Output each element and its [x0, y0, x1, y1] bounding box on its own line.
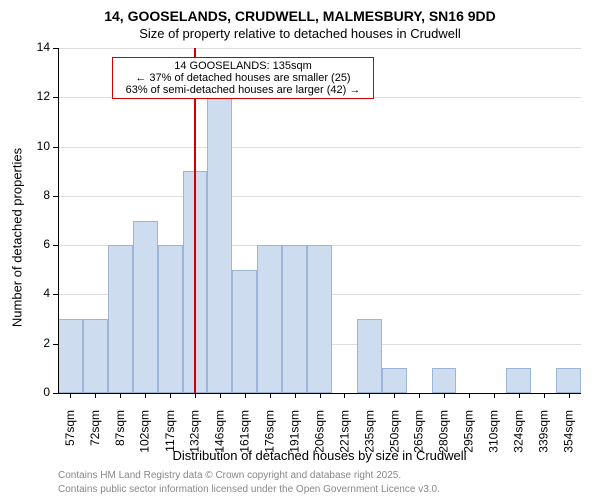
x-tick-label: 206sqm [313, 410, 327, 453]
y-tick-label: 10 [20, 139, 50, 153]
reference-line [194, 48, 196, 393]
bar [382, 368, 407, 393]
y-tick-label: 6 [20, 237, 50, 251]
bar [232, 270, 257, 393]
bar [207, 97, 232, 393]
chart-title-line1: 14, GOOSELANDS, CRUDWELL, MALMESBURY, SN… [0, 8, 600, 24]
gridline [58, 48, 581, 49]
gridline [58, 147, 581, 148]
x-tick-label: 235sqm [362, 410, 376, 453]
bar [133, 221, 158, 394]
x-tick-label: 354sqm [562, 410, 576, 453]
x-tick-label: 72sqm [88, 410, 102, 446]
x-tick-label: 339sqm [537, 410, 551, 453]
x-tick-label: 191sqm [288, 410, 302, 453]
bar [307, 245, 332, 393]
y-tick-label: 0 [20, 385, 50, 399]
y-axis-line [58, 48, 59, 393]
y-tick-label: 2 [20, 336, 50, 350]
x-tick-label: 221sqm [337, 410, 351, 453]
x-tick-label: 176sqm [263, 410, 277, 453]
x-axis-line [58, 393, 581, 394]
x-tick-label: 117sqm [163, 410, 177, 452]
x-tick-label: 310sqm [487, 410, 501, 453]
x-tick-label: 132sqm [188, 410, 202, 453]
bar [506, 368, 531, 393]
gridline [58, 196, 581, 197]
x-tick-label: 324sqm [512, 410, 526, 453]
y-tick-label: 4 [20, 286, 50, 300]
attribution-line2: Contains public sector information licen… [58, 484, 440, 495]
bar [282, 245, 307, 393]
x-tick-label: 146sqm [213, 410, 227, 453]
bar [108, 245, 133, 393]
y-tick-label: 8 [20, 188, 50, 202]
bar [357, 319, 382, 393]
annotation-line1: 14 GOOSELANDS: 135sqm [121, 60, 365, 72]
x-tick-label: 265sqm [412, 410, 426, 453]
bar [83, 319, 108, 393]
plot-area: 0246810121457sqm72sqm87sqm102sqm117sqm13… [58, 48, 581, 393]
x-tick-label: 280sqm [437, 410, 451, 453]
annotation-line3: 63% of semi-detached houses are larger (… [121, 84, 365, 96]
bar [257, 245, 282, 393]
annotation-box: 14 GOOSELANDS: 135sqm← 37% of detached h… [112, 57, 374, 99]
y-tick-label: 12 [20, 89, 50, 103]
annotation-line2: ← 37% of detached houses are smaller (25… [121, 72, 365, 84]
bar [158, 245, 183, 393]
x-tick-label: 295sqm [462, 410, 476, 453]
x-tick-label: 250sqm [387, 410, 401, 453]
attribution-line1: Contains HM Land Registry data © Crown c… [58, 470, 401, 481]
x-tick-label: 102sqm [138, 410, 152, 453]
bar [556, 368, 581, 393]
bar [432, 368, 457, 393]
x-tick-label: 87sqm [113, 410, 127, 446]
chart-title-line2: Size of property relative to detached ho… [0, 26, 600, 41]
x-tick-label: 161sqm [238, 410, 252, 453]
x-tick-label: 57sqm [63, 410, 77, 446]
y-tick-label: 14 [20, 40, 50, 54]
bar [58, 319, 83, 393]
